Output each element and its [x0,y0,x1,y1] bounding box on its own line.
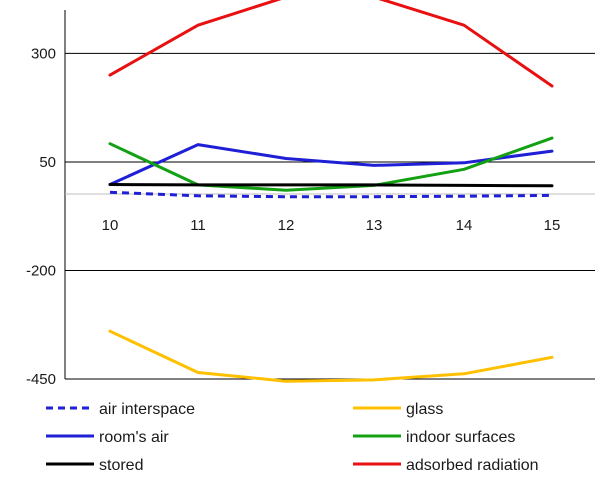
y-tick-label: 300 [31,45,56,62]
x-tick-label: 10 [102,217,119,234]
series-line [108,183,554,188]
y-tick-label: 50 [39,154,56,171]
series-line [108,143,554,186]
series-line [108,329,554,383]
series-line [108,136,554,192]
legend-label: adsorbed radiation [406,457,539,474]
legend-label: room's air [99,429,169,446]
x-tick-label: 12 [278,217,295,234]
x-tick-label: 14 [456,217,473,234]
x-tick-label: 13 [366,217,383,234]
y-tick-label: -450 [26,371,56,388]
series-line [109,190,553,199]
legend: air interspace glass room's air indoor surf… [46,401,539,474]
series-line [108,0,554,88]
y-tick-label: -200 [26,262,56,279]
tick-labels: 300 50 -200 -450 10 11 12 13 14 15 [26,45,560,388]
axes [64,10,595,380]
legend-label: air interspace [99,401,195,418]
x-tick-label: 15 [544,217,561,234]
x-tick-label: 11 [190,217,206,234]
series-lines [108,0,554,383]
legend-label: indoor surfaces [406,429,515,446]
legend-label: glass [406,401,443,418]
legend-label: stored [99,457,143,474]
